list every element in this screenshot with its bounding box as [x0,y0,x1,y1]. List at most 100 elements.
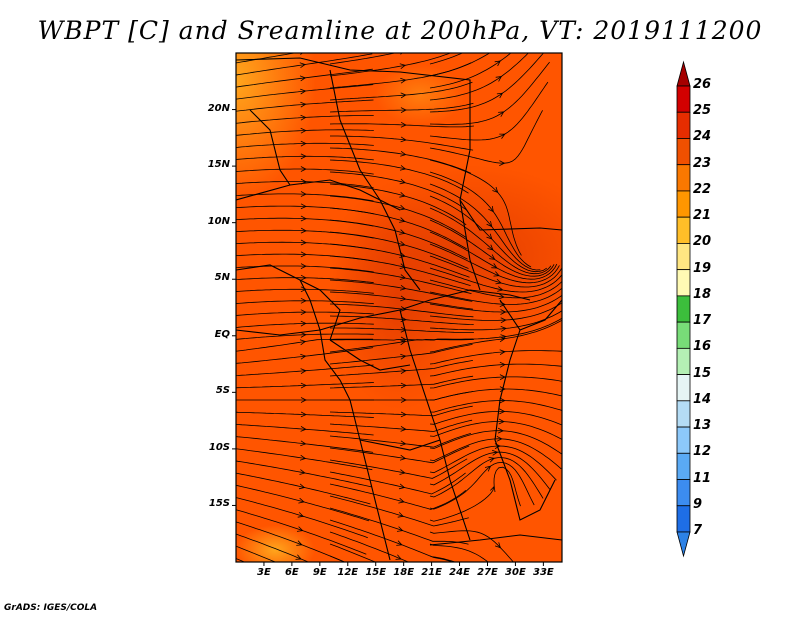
streamline [236,347,374,364]
streamline-arrow [398,497,405,504]
streamline [236,364,374,377]
streamline [329,102,474,113]
streamline [429,81,549,141]
streamline [429,110,543,164]
streamline [429,430,562,455]
streamline [329,255,471,286]
streamline [429,310,562,331]
colorbar-swatch [676,479,691,507]
streamline-arrow [299,75,307,82]
streamline [330,35,408,52]
streamline-arrow [493,271,500,277]
streamline-arrow [300,382,307,389]
lat-tick-label: EQ [214,328,230,340]
streamline [329,555,346,562]
streamline-arrow [495,278,502,285]
streamline [236,509,367,555]
streamline-arrow [399,35,405,40]
colorbar-swatch [676,426,691,454]
streamline-arrow [300,426,307,432]
streamline [430,36,471,52]
streamline [329,495,469,527]
streamline-arrow [487,244,494,251]
streamline-arrow [300,320,307,327]
streamline [329,405,473,417]
streamline [236,129,374,136]
axis-ticks [232,109,544,566]
streamline [236,497,368,539]
streamline-arrow [300,101,307,108]
lat-tick-label: 15N [207,159,230,171]
streamline-arrow [300,251,307,258]
colorbar-swatch [676,452,691,480]
streamline [329,267,472,294]
streamline [429,530,514,562]
streamline [236,277,374,284]
streamline [329,471,466,495]
streamline-arrow [300,166,307,172]
streamline [329,195,467,238]
streamline [236,558,246,562]
streamline-arrow [399,192,406,198]
streamline [429,457,544,499]
streamline-arrow [398,483,406,490]
colorbar-level-label: 7 [693,523,703,538]
streamline-arrow [300,263,307,269]
streamline [236,545,277,562]
streamline [429,53,529,101]
streamline-arrow [499,336,506,343]
streamline [429,219,555,277]
colorbar-swatch [676,190,691,218]
colorbar-level-label: 21 [693,208,712,224]
cool-region-southwest [236,525,315,562]
streamline [429,543,489,562]
lat-tick-label: 10S [208,441,230,453]
lon-tick-label: 3E [257,567,271,578]
streamline [236,448,373,471]
streamline-arrow [499,133,506,139]
streamline-arrow [491,449,499,456]
streamline [329,53,397,65]
plot-frame [235,52,563,563]
streamline [329,531,410,562]
streamline-arrow [300,368,307,374]
streamline [429,555,454,562]
streamline [429,363,562,377]
streamline-arrow [298,483,306,490]
colorbar [676,60,691,558]
streamline-arrow [300,297,307,304]
streamline [429,376,562,389]
streamline [329,419,473,432]
lat-tick-label: 5S [215,385,230,397]
lon-tick-label: 15E [365,567,387,578]
streamline-arrow [494,542,502,549]
streamline [236,265,374,273]
streamline-arrow [494,60,501,67]
streamline [329,279,473,302]
streamline-arrow [400,397,407,403]
streamline-arrow [400,382,407,389]
streamline [236,168,374,175]
streamline [236,436,374,453]
streamline [329,159,469,194]
colorbar-level-label: 20 [693,234,712,250]
streamline-arrow [299,37,304,42]
streamline [236,288,374,294]
streamline-arrow [399,165,407,171]
streamline-arrow [300,191,307,197]
streamline [329,445,470,464]
streamline-arrow [496,92,504,99]
streamline [236,68,373,88]
streamline [429,350,562,365]
streamline [329,123,474,128]
streamline [429,400,562,413]
streamline [429,53,544,113]
streamline-arrow [300,215,307,222]
streamline-arrow [400,336,407,343]
streamline-arrow [490,485,496,493]
streamline-arrow [486,221,493,228]
colorbar-level-label: 15 [693,365,712,381]
streamline-arrow [486,233,493,240]
streamline [329,338,474,353]
streamline-arrow [400,150,407,157]
